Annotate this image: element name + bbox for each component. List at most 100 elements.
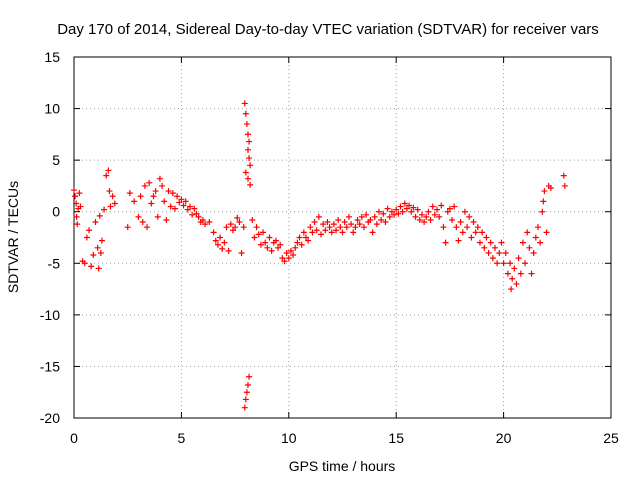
- data-point: [191, 205, 198, 212]
- data-point: [135, 213, 142, 220]
- data-point: [451, 203, 458, 210]
- data-point: [124, 224, 131, 231]
- data-point: [330, 221, 337, 228]
- data-point: [492, 244, 499, 251]
- data-point: [103, 172, 110, 179]
- data-point: [354, 216, 361, 223]
- data-point: [257, 241, 264, 248]
- data-point: [429, 203, 436, 210]
- data-point: [242, 396, 249, 403]
- data-point: [391, 211, 398, 218]
- x-tick-label: 5: [178, 430, 186, 446]
- data-point: [517, 270, 524, 277]
- data-point: [418, 211, 425, 218]
- data-point: [522, 260, 529, 267]
- data-point: [547, 184, 554, 191]
- data-point: [131, 198, 138, 205]
- data-point: [348, 221, 355, 228]
- data-point: [386, 213, 393, 220]
- data-point: [290, 252, 297, 259]
- data-point: [292, 244, 299, 251]
- x-axis-label: GPS time / hours: [289, 458, 396, 474]
- data-point: [508, 286, 515, 293]
- data-point: [494, 260, 501, 267]
- data-point: [246, 373, 253, 380]
- data-point: [247, 181, 254, 188]
- data-point: [540, 198, 547, 205]
- data-point: [214, 241, 221, 248]
- data-point: [126, 190, 133, 197]
- data-point: [502, 249, 509, 256]
- data-point: [315, 213, 322, 220]
- data-point: [260, 229, 267, 236]
- data-point: [534, 224, 541, 231]
- data-point: [515, 255, 522, 262]
- data-point: [195, 213, 202, 220]
- data-point: [227, 221, 234, 228]
- data-point: [399, 208, 406, 215]
- data-point: [202, 221, 209, 228]
- data-point: [388, 208, 395, 215]
- data-point: [461, 208, 468, 215]
- data-point: [483, 234, 490, 241]
- axis-ticks: 0 5 10 15 20 25 -20 -15 -10 -5 0 5 10 15: [40, 49, 619, 446]
- data-point: [264, 244, 271, 251]
- data-point: [352, 224, 359, 231]
- data-point: [371, 213, 378, 220]
- data-point: [298, 241, 305, 248]
- data-point: [468, 234, 475, 241]
- data-point: [440, 224, 447, 231]
- data-point: [453, 224, 460, 231]
- data-point: [511, 265, 518, 272]
- data-point: [328, 229, 335, 236]
- data-point: [247, 162, 254, 169]
- data-point: [335, 216, 342, 223]
- data-point: [193, 210, 200, 217]
- data-point: [459, 229, 466, 236]
- data-point: [262, 239, 269, 246]
- data-point: [373, 221, 380, 228]
- data-point: [240, 224, 247, 231]
- data-point: [513, 280, 520, 287]
- data-point: [146, 179, 153, 186]
- data-point: [182, 198, 189, 205]
- data-point: [444, 208, 451, 215]
- data-point: [180, 202, 187, 209]
- data-point: [243, 121, 250, 128]
- x-tick-label: 25: [603, 430, 619, 446]
- data-point: [156, 175, 163, 182]
- data-point: [343, 224, 350, 231]
- data-point: [90, 252, 97, 259]
- data-point: [98, 237, 105, 244]
- data-point: [524, 229, 531, 236]
- data-point: [106, 188, 113, 195]
- data-point: [438, 202, 445, 209]
- data-point: [163, 216, 170, 223]
- data-point: [88, 263, 95, 270]
- data-point: [376, 208, 383, 215]
- data-point: [176, 199, 183, 206]
- data-point: [464, 224, 471, 231]
- y-tick-label: -5: [48, 255, 61, 271]
- data-point: [97, 249, 104, 256]
- data-point: [161, 198, 168, 205]
- data-point: [219, 245, 226, 252]
- y-tick-label: -10: [40, 307, 60, 323]
- data-point: [277, 241, 284, 248]
- data-point: [421, 219, 428, 226]
- data-point: [455, 237, 462, 244]
- data-point: [244, 381, 251, 388]
- data-point: [423, 213, 430, 220]
- data-point: [350, 229, 357, 236]
- data-point: [243, 389, 250, 396]
- data-point: [86, 227, 93, 234]
- data-point: [305, 237, 312, 244]
- data-point: [212, 237, 219, 244]
- data-point: [309, 229, 316, 236]
- data-point: [95, 265, 102, 272]
- data-point: [380, 210, 387, 217]
- data-point: [150, 193, 157, 200]
- data-point: [457, 219, 464, 226]
- data-point: [159, 182, 166, 189]
